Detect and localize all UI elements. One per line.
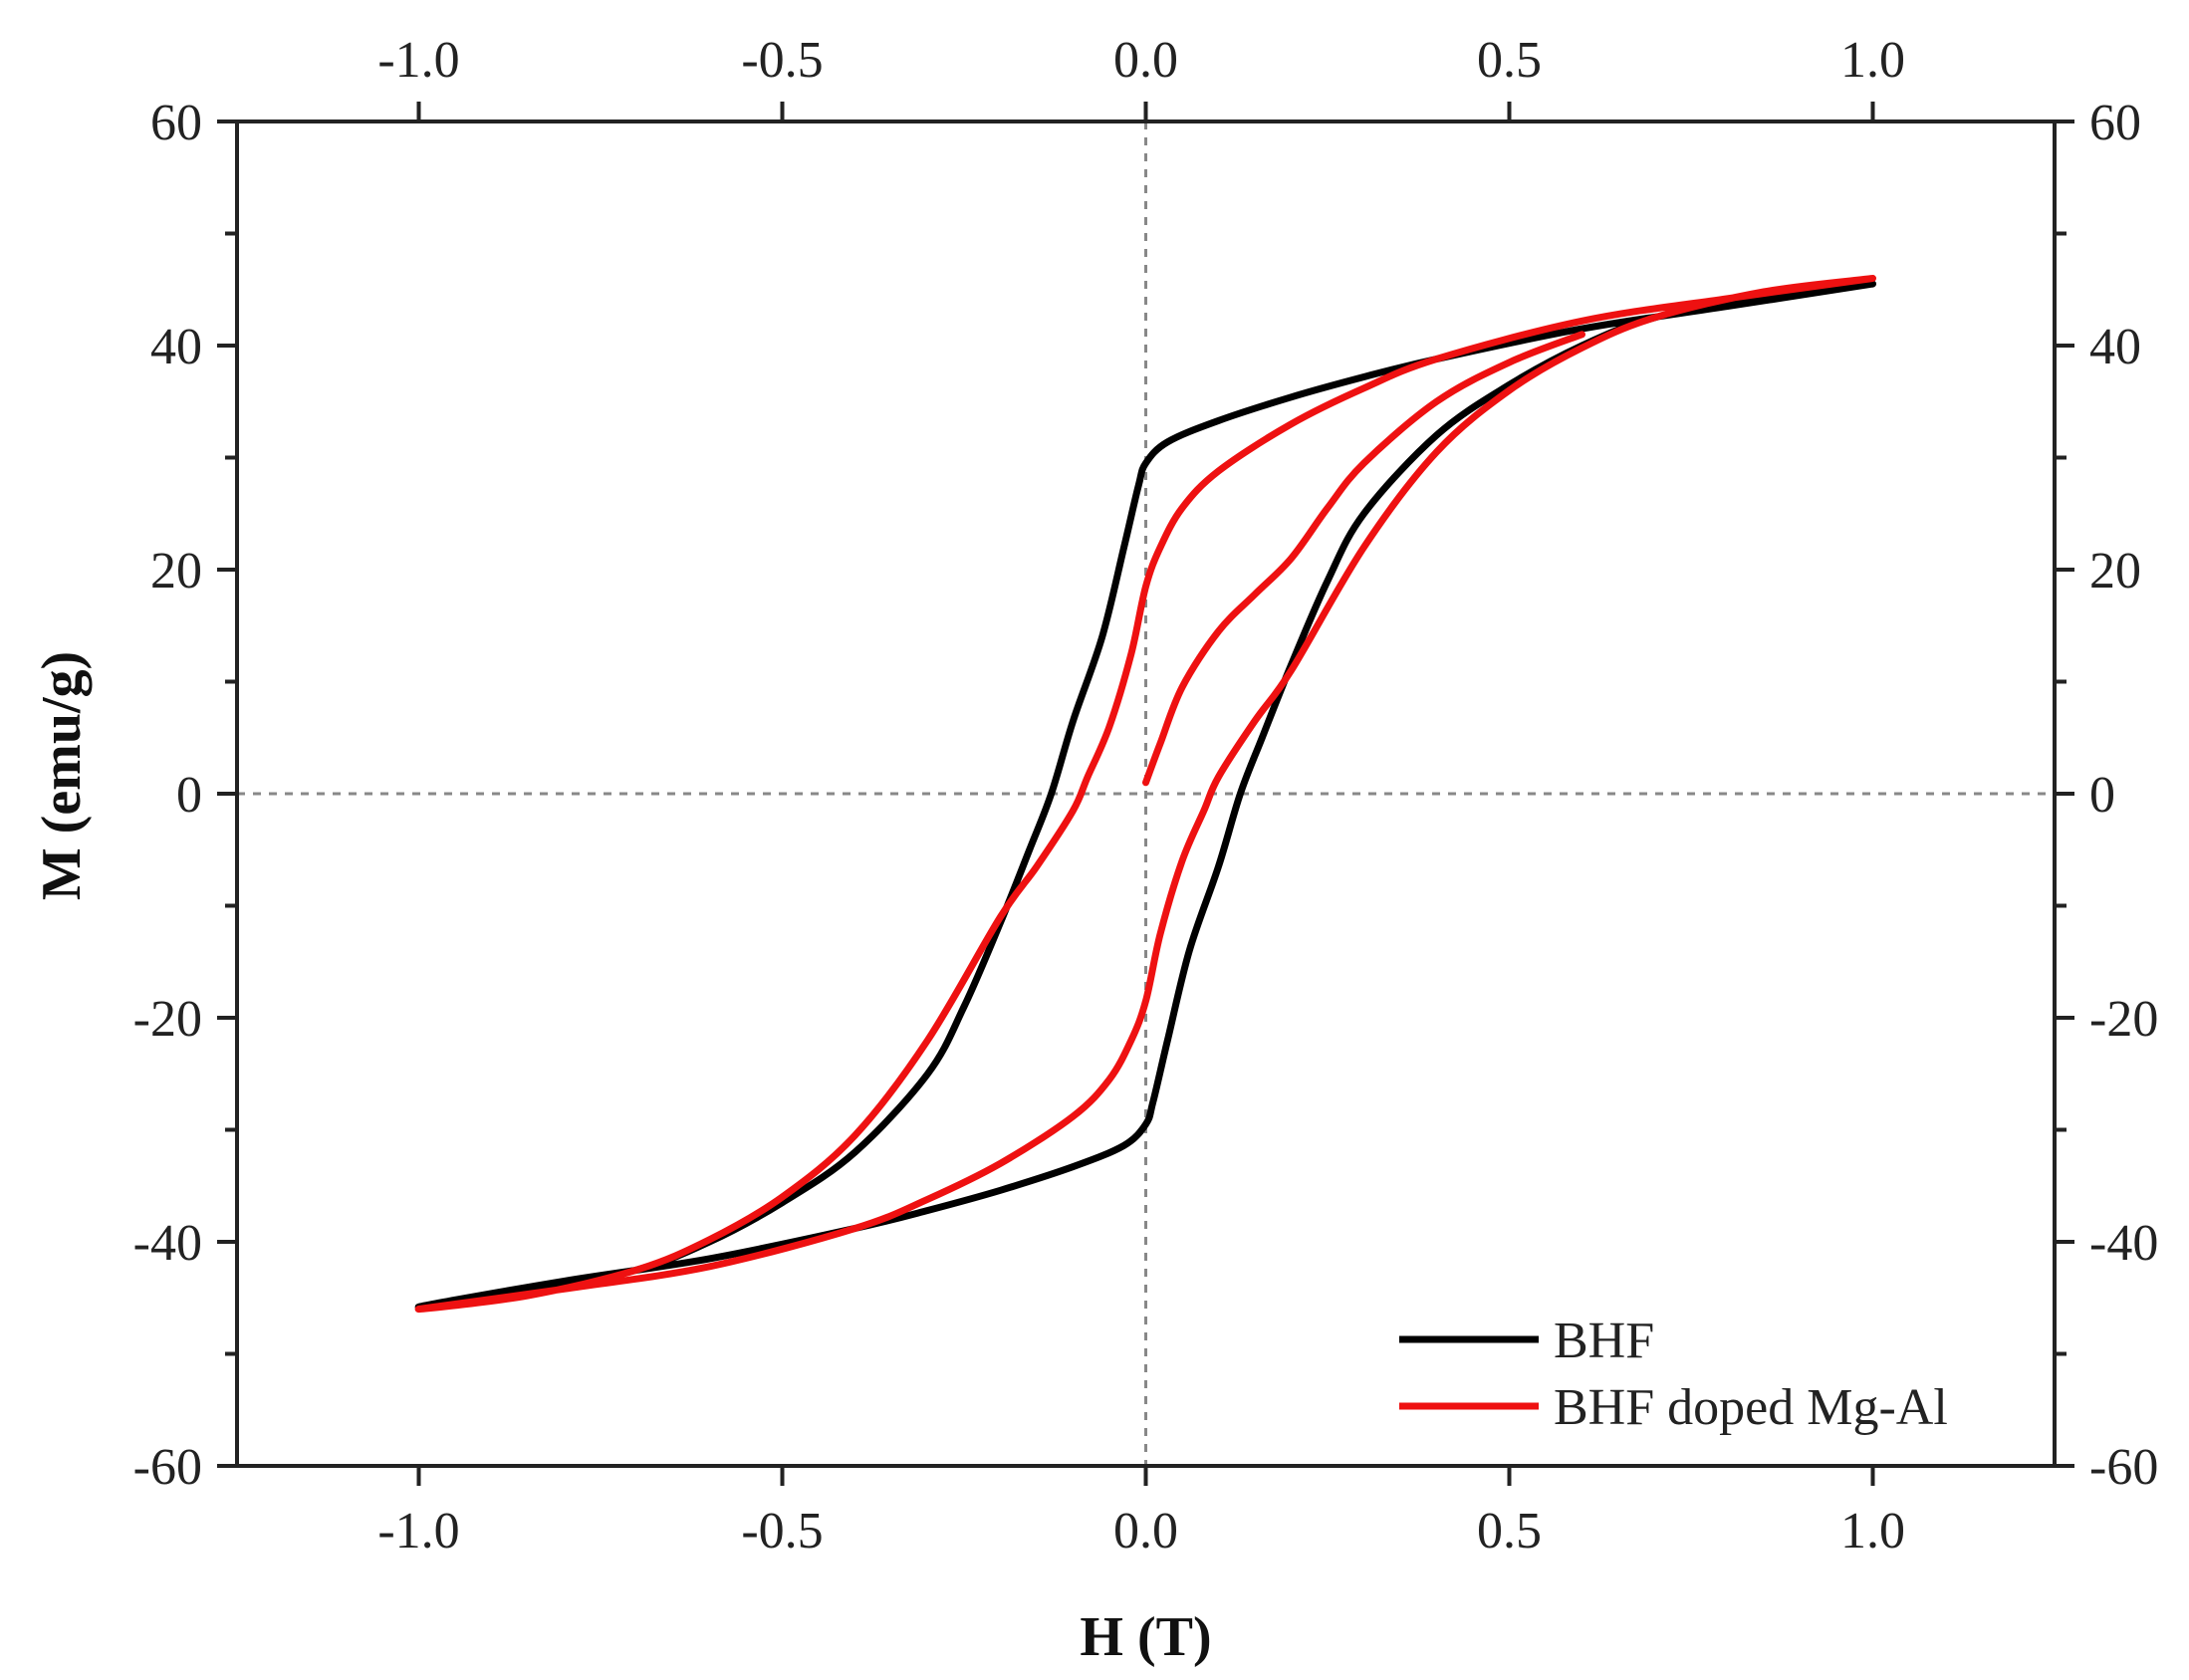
y-tick-label-left: 60 <box>150 95 202 151</box>
y-tick-label-right: -20 <box>2089 991 2158 1048</box>
x-tick-label-bottom: 0.0 <box>1113 1503 1178 1560</box>
zero-lines <box>237 121 2055 1466</box>
x-axis-title: H (T) <box>1080 1606 1211 1668</box>
y-tick-label-right: 60 <box>2089 95 2141 151</box>
x-tick-label-bottom: 1.0 <box>1840 1503 1905 1560</box>
y-tick-label-left: 0 <box>176 767 202 824</box>
series-layer <box>414 275 1876 1314</box>
series-line-bhf-doped-mg-al <box>414 275 1876 1314</box>
x-tick-label-bottom: -1.0 <box>377 1503 459 1560</box>
legend-label-bhf: BHF <box>1554 1313 1654 1369</box>
x-tick-label-top: 0.5 <box>1477 32 1542 89</box>
y-tick-label-right: 0 <box>2089 767 2115 824</box>
axis-tick-labels: -1.0 -1.0 -0.5 -0.5 0.0 0.0 0.5 0.5 1.0 1.0 -60 -60… <box>133 32 2159 1560</box>
axis-ticks <box>217 102 2074 1486</box>
x-tick-label-bottom: -0.5 <box>741 1503 823 1560</box>
x-tick-label-top: -0.5 <box>741 32 823 89</box>
y-tick-label-left: 20 <box>150 543 202 600</box>
y-tick-label-right: -60 <box>2089 1439 2158 1496</box>
y-tick-label-left: 40 <box>150 319 202 375</box>
y-tick-label-left: -20 <box>133 991 202 1048</box>
series-line-bhf-doped-mg-al-initial-curve <box>1142 331 1585 787</box>
x-tick-label-top: -1.0 <box>377 32 459 89</box>
x-tick-label-top: 1.0 <box>1840 32 1905 89</box>
y-axis-title: M (emu/g) <box>31 651 93 900</box>
y-tick-label-right: 20 <box>2089 543 2141 600</box>
y-tick-label-right: -40 <box>2089 1215 2158 1272</box>
y-tick-label-left: -40 <box>133 1215 202 1272</box>
x-tick-label-top: 0.0 <box>1113 32 1178 89</box>
legend-label-bhf-doped-mg-al: BHF doped Mg-Al <box>1554 1379 1948 1436</box>
y-tick-label-right: 40 <box>2089 319 2141 375</box>
legend: BHF BHF doped Mg-Al <box>1399 1313 1948 1436</box>
x-tick-label-bottom: 0.5 <box>1477 1503 1542 1560</box>
y-tick-label-left: -60 <box>133 1439 202 1496</box>
